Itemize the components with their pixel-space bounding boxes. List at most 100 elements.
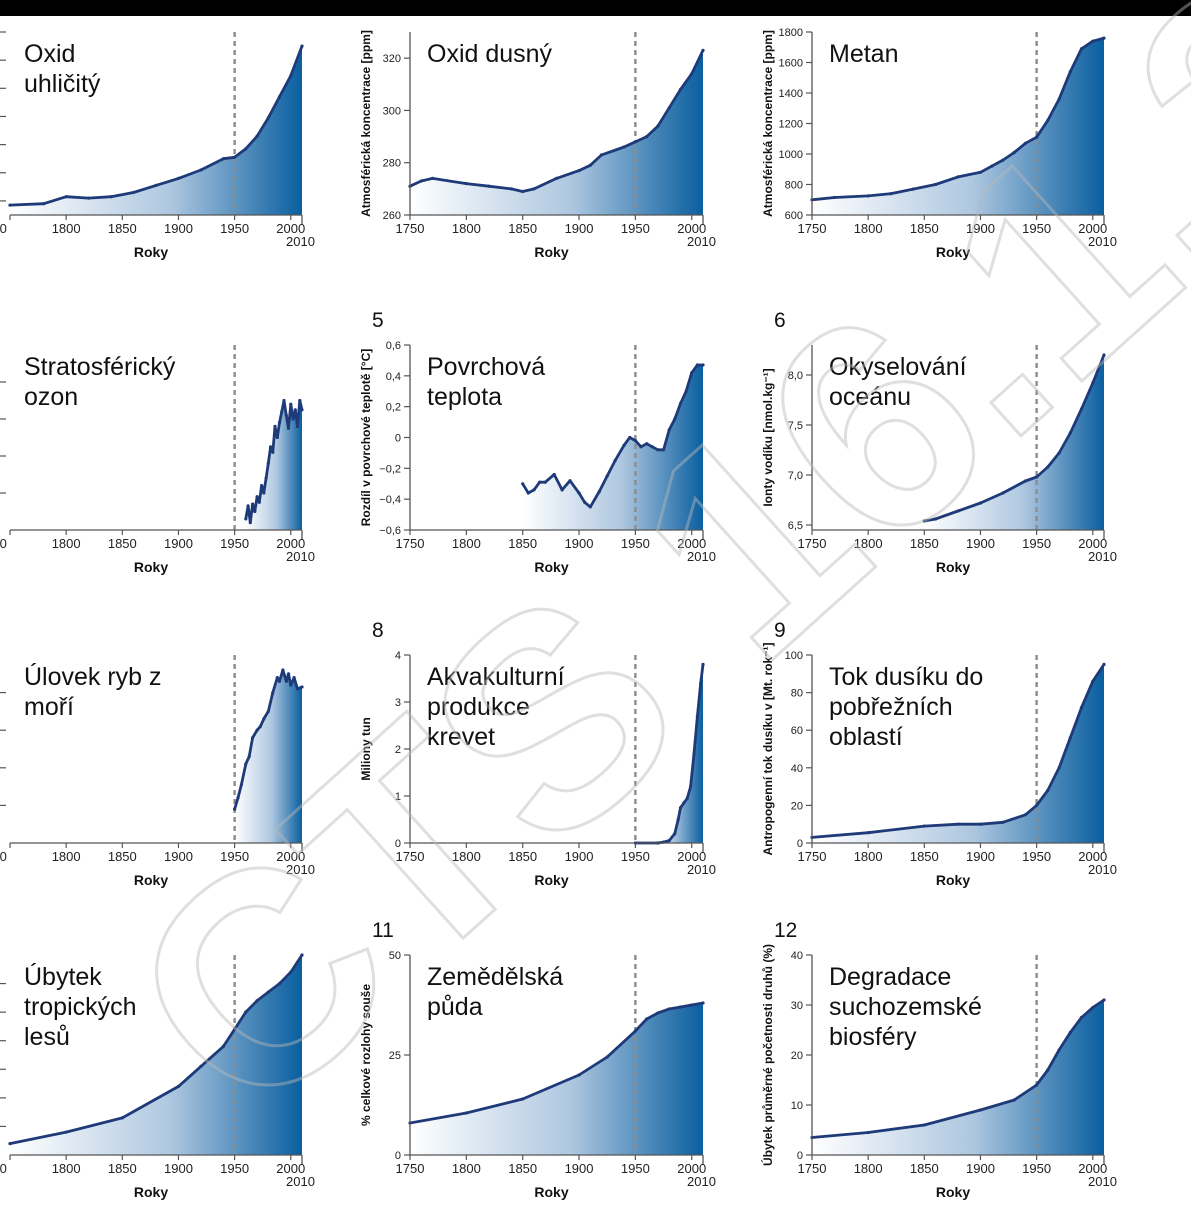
data-point (264, 476, 268, 480)
data-point (1035, 1083, 1039, 1087)
x-tick-label: 750 (0, 536, 7, 551)
data-point (255, 495, 259, 499)
x-end-label: 2010 (687, 234, 716, 249)
data-point (1046, 118, 1050, 122)
y-tick-label: 20 (791, 800, 803, 812)
data-point (509, 187, 513, 191)
chart-title: Akvakulturní produkce krevet (427, 663, 565, 751)
panel-number: 6 (774, 309, 786, 332)
x-end-label: 2010 (1088, 234, 1117, 249)
data-point (1001, 158, 1005, 162)
panel-number: 12 (774, 919, 797, 942)
data-point (701, 1001, 705, 1005)
data-point (662, 448, 666, 452)
chart-title-line: Úbytek (24, 962, 102, 991)
data-point (656, 448, 660, 452)
data-point (120, 1116, 124, 1120)
data-point (269, 445, 273, 449)
x-tick-label: 2000 (1078, 221, 1107, 236)
x-tick-label: 1850 (910, 1161, 939, 1176)
data-point (266, 461, 270, 465)
y-tick-label: 25 (389, 1050, 401, 1062)
area-fill (245, 400, 302, 530)
data-point (956, 822, 960, 826)
data-point (667, 1007, 671, 1011)
series-line (811, 663, 1106, 839)
series-line (244, 399, 304, 524)
data-point (275, 435, 279, 440)
data-point (1001, 820, 1005, 824)
x-tick-label: 1900 (164, 849, 193, 864)
data-point (280, 410, 284, 414)
chart-title-line: půda (427, 993, 483, 1021)
data-point (233, 807, 237, 811)
chart-title: Povrchová teplota (427, 353, 545, 411)
data-point (605, 474, 609, 478)
x-tick-label: 1850 (508, 849, 537, 864)
area-fill (635, 664, 703, 843)
data-point (1035, 135, 1039, 139)
data-point (656, 1011, 660, 1015)
chart-title-line: moří (24, 693, 74, 721)
data-point (956, 509, 960, 513)
data-point (622, 145, 626, 149)
data-point (667, 428, 671, 432)
area-fill (522, 365, 703, 530)
x-tick-label: 2000 (1078, 536, 1107, 551)
data-point (300, 953, 304, 957)
data-point (286, 426, 291, 430)
data-point (678, 402, 683, 406)
data-point (832, 195, 837, 200)
data-point (1012, 150, 1016, 155)
x-axis-label: Roky (134, 872, 168, 888)
x-tick-label: 1900 (966, 221, 995, 236)
x-tick-label: 1800 (52, 536, 81, 551)
data-point (281, 668, 285, 672)
chart-title-line: tropických (24, 993, 137, 1021)
chart-title: Zemědělská půda (427, 963, 563, 1021)
data-point (176, 1084, 181, 1088)
data-point (628, 435, 632, 440)
x-tick-label: 1750 (396, 849, 425, 864)
y-tick-label: 20 (791, 1050, 803, 1062)
x-end-label: 2010 (286, 549, 315, 564)
data-point (588, 505, 592, 509)
data-point (695, 363, 700, 367)
data-point (1102, 662, 1106, 667)
y-tick-label: 0,6 (386, 340, 401, 352)
x-end-label: 2010 (286, 1174, 315, 1189)
data-point (690, 72, 694, 76)
x-end-label: 2010 (286, 862, 315, 877)
data-point (284, 413, 288, 417)
chart-title-line: Akvakulturní (427, 663, 565, 691)
area-fill (410, 50, 703, 215)
area-fill (812, 1000, 1104, 1155)
x-tick-label: 1950 (621, 1161, 650, 1176)
x-tick-label: 1800 (452, 1161, 481, 1176)
data-point (622, 443, 626, 447)
y-axis-label: Antropogenní tok dusíku v [Mt. rok⁻¹] (761, 643, 775, 856)
data-point (690, 371, 694, 375)
data-point (275, 676, 279, 680)
x-tick-label: 1950 (1022, 1161, 1051, 1176)
data-point (673, 832, 677, 836)
data-point (244, 1010, 248, 1014)
data-point (266, 990, 270, 994)
x-tick-label: 2000 (677, 221, 706, 236)
data-point (289, 74, 293, 78)
data-point (1046, 465, 1050, 469)
x-tick-label: 2000 (677, 536, 706, 551)
area-fill (234, 670, 302, 843)
x-tick-label: 1900 (966, 849, 995, 864)
x-tick-label: 1850 (108, 221, 137, 236)
x-tick-label: 1750 (798, 536, 827, 551)
x-tick-label: 1850 (508, 536, 537, 551)
data-point (889, 192, 893, 196)
x-tick-label: 1800 (854, 221, 883, 236)
chart-title-line: Povrchová (427, 353, 545, 381)
x-tick-label: 1950 (220, 1161, 249, 1176)
data-point (298, 398, 302, 403)
data-point (692, 752, 696, 756)
x-tick-label: 1850 (910, 849, 939, 864)
